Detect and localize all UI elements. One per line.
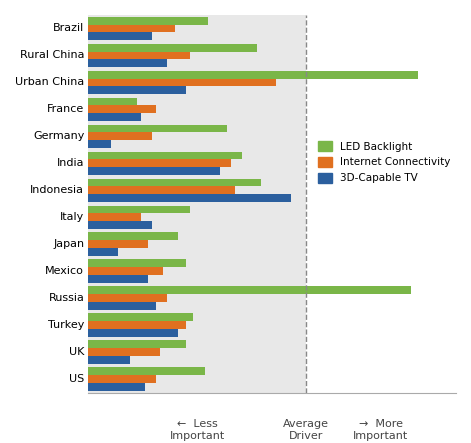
- Bar: [306, 15, 456, 392]
- Bar: [89, 287, 411, 294]
- Bar: [89, 313, 194, 321]
- Bar: [89, 59, 167, 67]
- Bar: [89, 214, 141, 221]
- Bar: [89, 260, 186, 267]
- Text: ←  Less
Important: ← Less Important: [170, 419, 225, 441]
- Legend: LED Backlight, Internet Connectivity, 3D-Capable TV: LED Backlight, Internet Connectivity, 3D…: [317, 141, 451, 183]
- Bar: [89, 194, 291, 202]
- Bar: [89, 132, 152, 140]
- Bar: [89, 15, 306, 392]
- Bar: [89, 86, 186, 94]
- Bar: [89, 383, 145, 391]
- Bar: [89, 24, 175, 32]
- Bar: [89, 140, 111, 148]
- Bar: [89, 321, 186, 329]
- Bar: [89, 44, 257, 51]
- Bar: [89, 240, 148, 248]
- Bar: [89, 105, 156, 113]
- Bar: [89, 32, 152, 40]
- Bar: [89, 233, 179, 240]
- Bar: [89, 17, 209, 24]
- Bar: [89, 329, 179, 337]
- Bar: [89, 187, 235, 194]
- Bar: [89, 221, 152, 229]
- Bar: [89, 71, 419, 78]
- Bar: [89, 51, 190, 59]
- Text: →  More
Important: → More Important: [353, 419, 409, 441]
- Bar: [89, 113, 141, 121]
- Bar: [89, 159, 231, 167]
- Bar: [89, 375, 156, 383]
- Bar: [89, 356, 130, 364]
- Bar: [89, 275, 148, 283]
- Bar: [89, 179, 261, 187]
- Bar: [89, 167, 219, 175]
- Bar: [89, 97, 137, 105]
- Bar: [89, 152, 242, 159]
- Bar: [89, 294, 167, 302]
- Bar: [89, 302, 156, 310]
- Bar: [89, 248, 118, 256]
- Bar: [89, 78, 276, 86]
- Bar: [89, 340, 186, 348]
- Bar: [89, 124, 227, 132]
- Bar: [89, 348, 160, 356]
- Bar: [89, 206, 190, 214]
- Text: Average
Driver: Average Driver: [283, 419, 329, 441]
- Bar: [89, 367, 205, 375]
- Bar: [89, 267, 163, 275]
